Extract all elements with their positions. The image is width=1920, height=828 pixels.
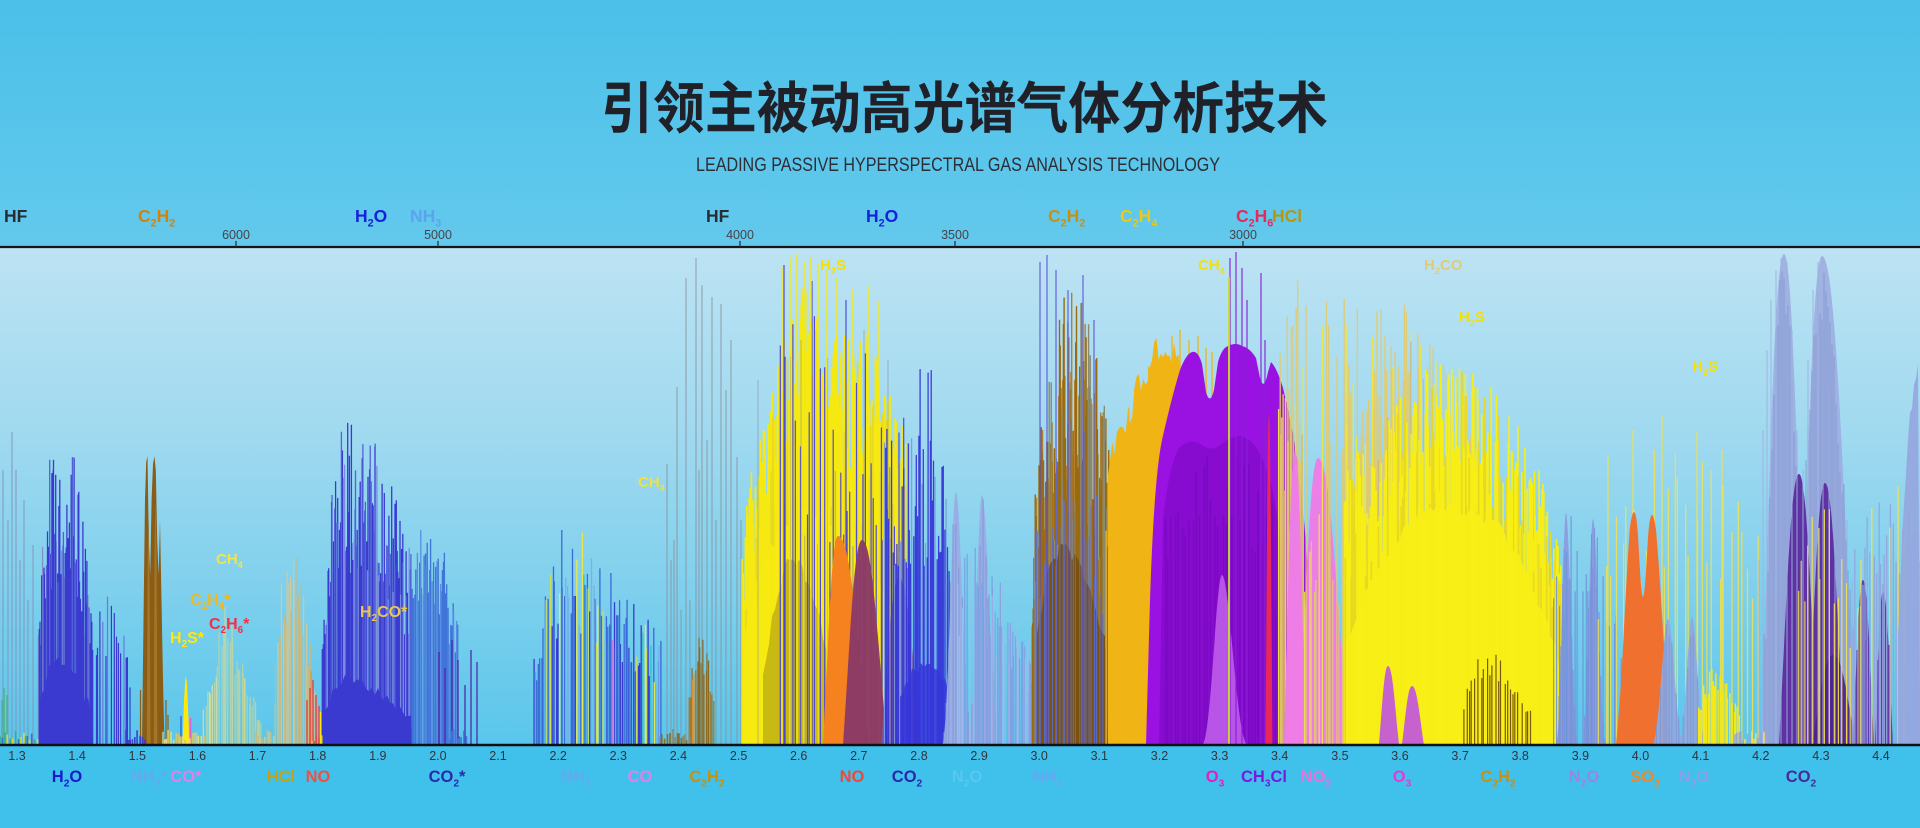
svg-text:CH3Cl: CH3Cl (1241, 768, 1287, 789)
svg-text:HF: HF (4, 206, 28, 226)
svg-text:H2O: H2O (866, 206, 898, 230)
svg-text:H2S: H2S (1459, 309, 1485, 328)
svg-text:2.6: 2.6 (790, 749, 807, 763)
svg-text:CH4: CH4 (638, 474, 666, 493)
svg-text:H2O: H2O (52, 768, 83, 789)
svg-text:2.2: 2.2 (550, 749, 567, 763)
svg-text:HF: HF (706, 206, 730, 226)
svg-text:2.4: 2.4 (670, 749, 687, 763)
svg-text:2.7: 2.7 (850, 749, 867, 763)
svg-text:H2CO: H2CO (1424, 257, 1463, 276)
svg-text:NH3*: NH3* (131, 768, 168, 789)
svg-text:NO2: NO2 (1301, 768, 1332, 789)
svg-text:H2O: H2O (355, 206, 387, 230)
svg-text:1.7: 1.7 (249, 749, 266, 763)
svg-text:CH4: CH4 (1198, 257, 1226, 276)
svg-text:6000: 6000 (222, 228, 250, 242)
svg-text:1.6: 1.6 (189, 749, 206, 763)
svg-text:2.3: 2.3 (610, 749, 627, 763)
svg-text:N2O: N2O (1569, 768, 1600, 789)
svg-text:3.2: 3.2 (1151, 749, 1168, 763)
svg-text:C2H4: C2H4 (1120, 206, 1157, 230)
svg-text:HCl: HCl (1272, 206, 1302, 226)
svg-text:C2H6*: C2H6* (209, 616, 250, 636)
svg-text:C2H6: C2H6 (1236, 206, 1273, 230)
svg-text:4.2: 4.2 (1752, 749, 1769, 763)
svg-text:2.0: 2.0 (429, 749, 446, 763)
svg-text:CO2*: CO2* (429, 768, 466, 789)
svg-text:3.8: 3.8 (1512, 749, 1529, 763)
svg-text:N2O: N2O (952, 768, 983, 789)
svg-text:LEADING PASSIVE HYPERSPECTRAL: LEADING PASSIVE HYPERSPECTRAL GAS ANALYS… (696, 154, 1220, 176)
svg-text:4000: 4000 (726, 228, 754, 242)
svg-text:CO2: CO2 (892, 768, 923, 789)
svg-text:H2S: H2S (1692, 358, 1718, 377)
svg-text:CO: CO (628, 768, 653, 786)
svg-text:2.8: 2.8 (910, 749, 927, 763)
svg-text:SO2: SO2 (1630, 768, 1660, 789)
svg-text:NH3: NH3 (1032, 768, 1062, 789)
svg-text:O3: O3 (1206, 768, 1225, 789)
svg-text:1.3: 1.3 (8, 749, 25, 763)
svg-text:1.5: 1.5 (129, 749, 146, 763)
svg-text:C2H2: C2H2 (1480, 768, 1516, 789)
svg-text:3.9: 3.9 (1572, 749, 1589, 763)
svg-text:4.4: 4.4 (1872, 749, 1889, 763)
svg-text:C2H2: C2H2 (1048, 206, 1085, 230)
svg-text:5000: 5000 (424, 228, 452, 242)
svg-text:2.1: 2.1 (489, 749, 506, 763)
svg-text:1.9: 1.9 (369, 749, 386, 763)
svg-text:3.5: 3.5 (1331, 749, 1348, 763)
svg-text:CH4: CH4 (216, 551, 244, 570)
svg-text:3.7: 3.7 (1451, 749, 1468, 763)
svg-text:3.3: 3.3 (1211, 749, 1228, 763)
svg-text:4.3: 4.3 (1812, 749, 1829, 763)
svg-text:3.6: 3.6 (1391, 749, 1408, 763)
svg-text:2.5: 2.5 (730, 749, 747, 763)
svg-text:NH3: NH3 (561, 768, 591, 789)
svg-text:H2S*: H2S* (170, 630, 205, 650)
svg-text:H2S: H2S (820, 257, 846, 276)
svg-text:4.1: 4.1 (1692, 749, 1709, 763)
svg-text:1.8: 1.8 (309, 749, 326, 763)
svg-text:O3: O3 (1393, 768, 1412, 789)
svg-text:NO: NO (306, 768, 331, 786)
svg-text:C2H4*: C2H4* (190, 592, 231, 612)
svg-text:N2O: N2O (1679, 768, 1710, 789)
svg-text:3.0: 3.0 (1031, 749, 1048, 763)
svg-text:HCl: HCl (267, 768, 295, 786)
svg-text:H2CO*: H2CO* (360, 604, 408, 624)
svg-text:CO*: CO* (170, 768, 202, 786)
svg-text:C2H2: C2H2 (138, 206, 175, 230)
svg-text:3.1: 3.1 (1091, 749, 1108, 763)
svg-text:3000: 3000 (1229, 228, 1257, 242)
svg-text:3.4: 3.4 (1271, 749, 1288, 763)
svg-text:3500: 3500 (941, 228, 969, 242)
svg-text:4.0: 4.0 (1632, 749, 1649, 763)
svg-text:NH3: NH3 (410, 206, 441, 230)
svg-text:C2H2: C2H2 (689, 768, 725, 789)
svg-text:1.4: 1.4 (68, 749, 85, 763)
svg-text:2.9: 2.9 (970, 749, 987, 763)
svg-text:CO2: CO2 (1786, 768, 1817, 789)
svg-text:NO: NO (840, 768, 865, 786)
